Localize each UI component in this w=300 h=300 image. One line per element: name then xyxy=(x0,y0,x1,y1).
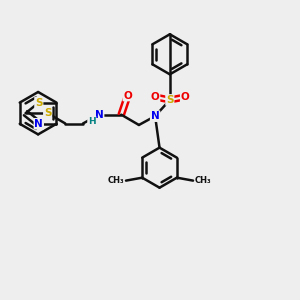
Text: H: H xyxy=(88,117,96,126)
Text: S: S xyxy=(44,108,51,118)
Text: O: O xyxy=(123,91,132,100)
Text: N: N xyxy=(95,110,103,120)
Text: S: S xyxy=(166,95,174,105)
Text: CH₃: CH₃ xyxy=(108,176,124,185)
Text: O: O xyxy=(181,92,190,102)
Text: S: S xyxy=(35,98,43,108)
Text: N: N xyxy=(34,119,43,129)
Text: CH₃: CH₃ xyxy=(194,176,211,185)
Text: N: N xyxy=(151,111,160,121)
Text: O: O xyxy=(151,92,160,102)
